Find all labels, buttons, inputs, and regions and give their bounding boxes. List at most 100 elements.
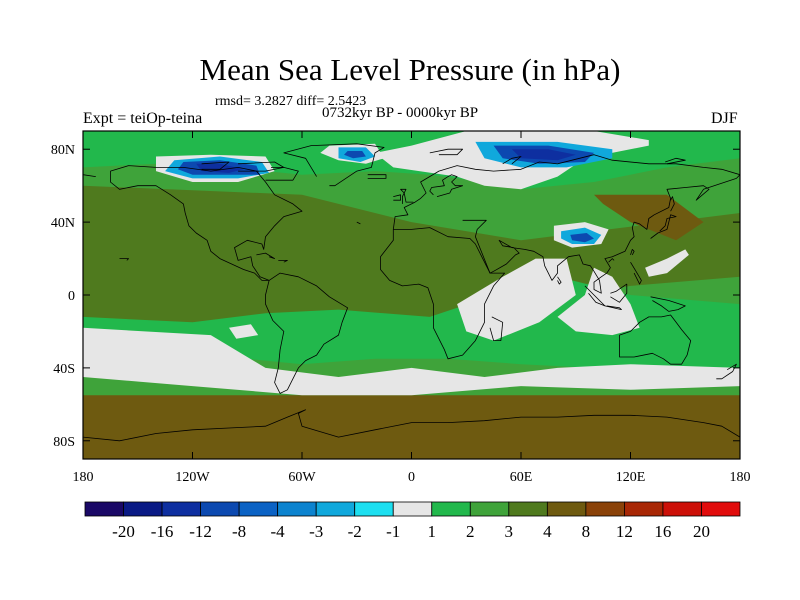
coastline-28 bbox=[429, 148, 464, 156]
coastline-4 bbox=[83, 174, 96, 177]
colorbar-swatch bbox=[546, 501, 587, 517]
x-tick-label: 60E bbox=[510, 470, 533, 485]
colorbar-swatch bbox=[701, 501, 741, 517]
coastline-8 bbox=[393, 194, 402, 201]
colorbar-label: -12 bbox=[189, 522, 212, 541]
pressure-region-5 bbox=[83, 327, 740, 396]
colorbar-label: 16 bbox=[654, 522, 671, 541]
pressure-region-24 bbox=[229, 324, 259, 339]
pressure-region-23 bbox=[570, 233, 594, 243]
season-label: DJF bbox=[711, 110, 738, 127]
colorbar-label: 12 bbox=[616, 522, 633, 541]
colorbar-swatch bbox=[277, 501, 317, 517]
pressure-region-7 bbox=[457, 258, 576, 341]
coastlines bbox=[83, 143, 740, 442]
colorbar-label: -4 bbox=[271, 522, 286, 541]
coastline-29 bbox=[665, 157, 686, 165]
axis-ticks: 180 120W 60W 0 60E 120E 180 80N 40N 0 40S 80S bbox=[51, 131, 751, 485]
pressure-region-2 bbox=[594, 194, 704, 241]
x-tick-label: 120E bbox=[616, 470, 646, 485]
colorbar-label: 2 bbox=[466, 522, 475, 541]
pressure-region-20 bbox=[511, 149, 576, 161]
colorbar-label: 4 bbox=[543, 522, 552, 541]
coastline-27 bbox=[502, 156, 522, 165]
y-tick-label: 40N bbox=[51, 216, 75, 231]
y-tick-label: 80N bbox=[51, 143, 75, 158]
pressure-region-8 bbox=[645, 249, 689, 277]
coastline-3 bbox=[392, 154, 740, 230]
colorbar-swatch bbox=[123, 501, 163, 517]
coastline-21 bbox=[83, 409, 740, 442]
coastline-26 bbox=[265, 166, 299, 181]
coastline-18 bbox=[650, 296, 686, 312]
colorbar-label: 1 bbox=[428, 522, 437, 541]
coastline-11 bbox=[489, 316, 504, 342]
coastline-10 bbox=[283, 143, 385, 187]
pressure-region-17 bbox=[344, 151, 366, 159]
coastline-7 bbox=[400, 188, 414, 204]
period-label: 0732kyr BP - 0000kyr BP bbox=[322, 105, 479, 121]
coastline-14 bbox=[650, 214, 677, 239]
coastline-16 bbox=[604, 305, 622, 311]
colorbar-label: 8 bbox=[582, 522, 591, 541]
y-tick-label: 0 bbox=[68, 289, 75, 304]
colorbar-label: -8 bbox=[232, 522, 246, 541]
coastline-9 bbox=[367, 174, 387, 179]
experiment-label: Expt = teiOp-teina bbox=[83, 110, 203, 127]
colorbar-swatch bbox=[354, 501, 394, 517]
pressure-field bbox=[83, 131, 740, 459]
pressure-region-3 bbox=[83, 395, 740, 459]
coastline-22 bbox=[256, 252, 276, 260]
colorbar-swatch bbox=[469, 501, 510, 517]
coastline-12 bbox=[619, 314, 692, 365]
colorbar-swatch bbox=[508, 501, 548, 517]
coastline-6 bbox=[429, 174, 464, 197]
coastline-34 bbox=[119, 258, 130, 261]
coastline-32 bbox=[608, 258, 615, 263]
coastline-25 bbox=[201, 161, 230, 170]
colorbar-label: -16 bbox=[151, 522, 174, 541]
chart-title: Mean Sea Level Pressure (in hPa) bbox=[199, 52, 621, 87]
coastline-20 bbox=[557, 276, 562, 285]
colorbar-swatch bbox=[238, 501, 279, 517]
pressure-region-1 bbox=[83, 185, 740, 350]
colorbar-swatch bbox=[392, 501, 433, 517]
colorbar: -20 -16 -12 -8 -4 -3 -2 -1 1 2 3 4 8 12 16 20 bbox=[84, 501, 741, 541]
colorbar-swatch bbox=[200, 501, 240, 517]
colorbar-swatch bbox=[84, 501, 124, 517]
colorbar-label: -3 bbox=[309, 522, 323, 541]
coastline-5 bbox=[462, 174, 740, 294]
colorbar-swatch bbox=[662, 501, 702, 517]
stats-text: rmsd= 3.2827 diff= 2.5423 bbox=[215, 94, 367, 109]
coastline-19 bbox=[630, 261, 642, 285]
x-tick-label: 180 bbox=[73, 470, 94, 485]
coastline-33 bbox=[356, 221, 361, 225]
coastline-2 bbox=[380, 227, 506, 360]
coastline-23 bbox=[278, 259, 288, 263]
pressure-region-4 bbox=[83, 276, 740, 377]
colorbar-swatch bbox=[315, 501, 356, 517]
x-tick-label: 120W bbox=[175, 470, 210, 485]
coastline-13 bbox=[716, 363, 737, 380]
x-tick-label: 180 bbox=[730, 470, 751, 485]
coastline-31 bbox=[630, 248, 635, 256]
coastline-30 bbox=[670, 196, 675, 212]
x-tick-label: 0 bbox=[408, 470, 415, 485]
pressure-region-6 bbox=[557, 267, 640, 336]
coastline-1 bbox=[265, 272, 349, 394]
colorbar-swatch bbox=[585, 501, 625, 517]
coastline-0 bbox=[110, 165, 303, 281]
colorbar-swatch bbox=[431, 501, 471, 517]
y-tick-label: 80S bbox=[53, 435, 75, 450]
colorbar-swatch bbox=[624, 501, 664, 517]
y-tick-label: 40S bbox=[53, 362, 75, 377]
x-tick-label: 60W bbox=[288, 470, 316, 485]
colorbar-label: 3 bbox=[505, 522, 514, 541]
colorbar-label: -2 bbox=[348, 522, 362, 541]
colorbar-label: 20 bbox=[693, 522, 710, 541]
colorbar-label: -1 bbox=[386, 522, 400, 541]
coastline-17 bbox=[610, 283, 628, 303]
colorbar-label: -20 bbox=[112, 522, 135, 541]
colorbar-swatch bbox=[161, 501, 201, 517]
